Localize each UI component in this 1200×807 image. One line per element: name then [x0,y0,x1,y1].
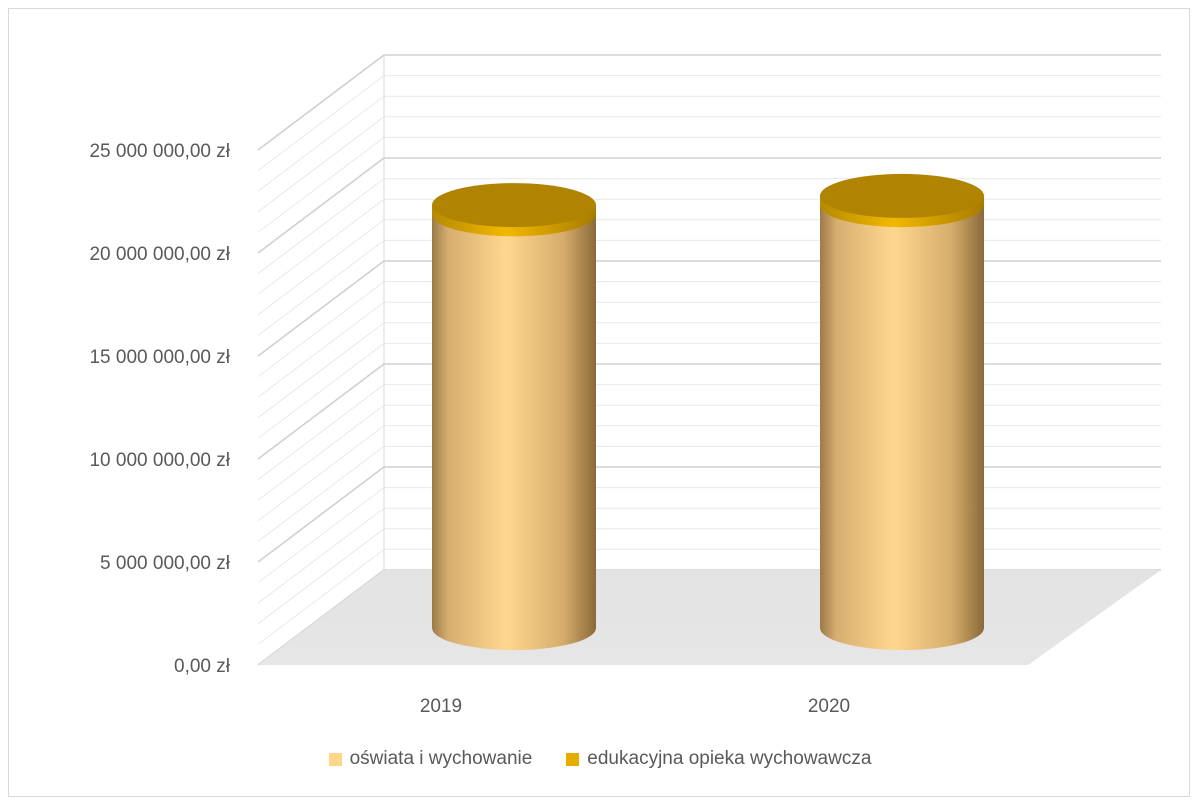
x-tick-label: 2019 [420,696,462,717]
gridline-minor-side [257,75,385,171]
gridline-minor-side [257,487,385,583]
bars [432,173,984,650]
gridline-major-side [257,260,385,357]
gridline-minor-side [257,281,385,377]
legend-label-edukacyjna: edukacyjna opieka wychowawcza [587,748,872,769]
gridline-minor-side [257,549,385,645]
bar-segment-oswiata [432,214,596,650]
legend-label-oswiata: oświata i wychowanie [349,748,533,769]
gridline-minor-side [257,507,385,604]
gridline-minor-side [257,446,385,542]
y-tick-label: 10 000 000,00 zł [89,450,230,471]
gridline-minor-side [257,219,385,316]
legend-swatch-oswiata [328,752,342,766]
chart-frame [8,8,1190,797]
y-tick-label: 5 000 000,00 zł [100,553,231,574]
y-axis-ticks: 0,00 zł 5 000 000,00 zł 10 000 000,00 zł 15… [89,141,230,677]
bar-cap-top [820,173,984,218]
gridline-minor-side [257,322,385,419]
gridline-major-side [257,54,385,151]
bar-2020 [820,173,984,650]
bar-2019 [432,183,596,650]
gridline-minor-side [257,240,385,336]
floor [258,570,1161,665]
bar-cap-top [432,183,596,228]
gridline-minor-side [257,198,385,295]
gridline-major-side [257,157,385,254]
legend-item-edukacyjna: edukacyjna opieka wychowawcza [566,748,871,770]
gridline-minor-side [257,137,385,233]
bar-segment-oswiata [820,205,984,650]
gridline-minor-side [257,528,385,625]
side-wall [257,54,385,666]
gridline-minor-side [257,301,385,398]
gridline-minor-side [257,343,385,439]
gridline-minor-side [257,425,385,522]
x-axis-ticks: 2019 2020 [420,696,850,717]
gridline-minor-side [257,95,385,192]
gridline-minor-side [257,404,385,501]
y-tick-label: 20 000 000,00 zł [89,244,230,265]
y-tick-label: 25 000 000,00 zł [89,141,230,162]
y-tick-label: 0,00 zł [174,656,231,677]
gridline-major-side [257,466,385,563]
legend-swatch-edukacyjna [566,752,580,766]
gridline-major-side [257,363,385,460]
gridline-minor-side [257,116,385,213]
x-tick-label: 2020 [808,696,850,717]
gridline-minor-side [257,384,385,480]
legend: oświata i wychowanie edukacyjna opieka w… [0,748,1200,770]
gridline-minor-side [257,178,385,274]
y-tick-label: 15 000 000,00 zł [89,347,230,368]
floor-plane [258,570,1161,665]
legend-item-oswiata: oświata i wychowanie [328,748,533,770]
